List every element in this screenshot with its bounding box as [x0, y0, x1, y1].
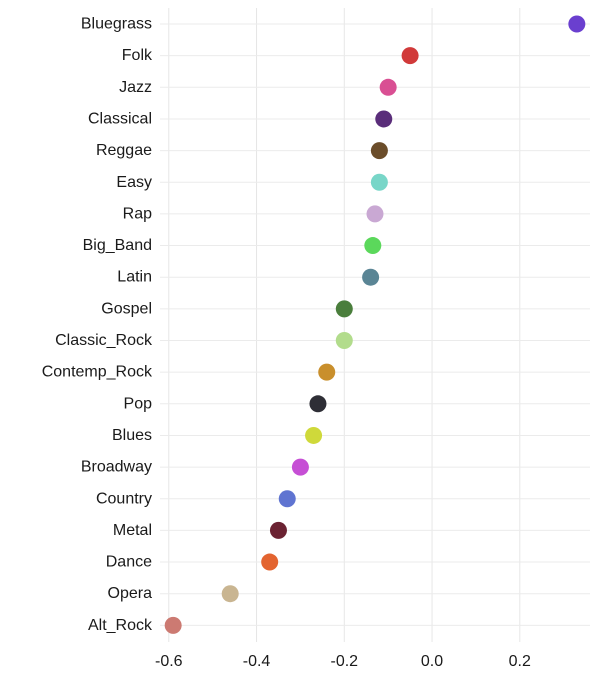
category-label-alt_rock: Alt_Rock: [88, 617, 153, 634]
category-label-rap: Rap: [123, 205, 152, 222]
point-jazz: [379, 78, 397, 96]
point-dance: [261, 553, 279, 571]
category-label-big_band: Big_Band: [83, 237, 152, 254]
point-latin: [362, 268, 380, 286]
x-tick-label: -0.6: [155, 653, 183, 670]
category-label-gospel: Gospel: [101, 300, 152, 317]
grid: [160, 8, 590, 642]
point-bluegrass: [568, 15, 586, 33]
x-tick-label: -0.2: [330, 653, 358, 670]
category-label-latin: Latin: [117, 269, 152, 286]
data-points: [164, 15, 586, 634]
point-alt_rock: [164, 616, 182, 634]
point-reggae: [370, 142, 388, 160]
point-blues: [305, 426, 323, 444]
category-label-dance: Dance: [106, 554, 152, 571]
x-tick-label: -0.4: [243, 653, 271, 670]
category-label-bluegrass: Bluegrass: [81, 16, 152, 33]
x-tick-label: 0.2: [509, 653, 531, 670]
category-label-classical: Classical: [88, 110, 152, 127]
point-rap: [366, 205, 384, 223]
category-label-reggae: Reggae: [96, 142, 152, 159]
x-axis-ticks: -0.6 -0.4 -0.2 0.0 0.2: [155, 653, 531, 670]
point-country: [278, 490, 296, 508]
category-label-contemp_rock: Contemp_Rock: [42, 364, 153, 381]
point-classic_rock: [335, 332, 353, 349]
category-label-blues: Blues: [112, 427, 152, 444]
point-classical: [375, 110, 393, 128]
category-label-metal: Metal: [113, 522, 152, 539]
x-tick-label: 0.0: [421, 653, 443, 670]
point-broadway: [291, 458, 309, 476]
point-pop: [309, 395, 327, 413]
point-big_band: [364, 237, 382, 255]
category-label-broadway: Broadway: [81, 459, 152, 476]
point-metal: [269, 521, 287, 539]
category-label-opera: Opera: [108, 585, 153, 602]
point-folk: [401, 47, 419, 65]
point-easy: [370, 173, 388, 191]
point-contemp_rock: [318, 363, 336, 381]
category-label-pop: Pop: [124, 395, 153, 412]
category-label-folk: Folk: [122, 47, 153, 64]
category-label-easy: Easy: [116, 174, 152, 191]
category-labels: Bluegrass Folk Jazz Classical Reggae Easy Rap B…: [42, 16, 153, 634]
category-label-country: Country: [96, 490, 152, 507]
point-opera: [221, 585, 239, 603]
category-label-jazz: Jazz: [119, 79, 152, 96]
category-label-classic_rock: Classic_Rock: [55, 332, 153, 349]
point-gospel: [335, 300, 353, 318]
